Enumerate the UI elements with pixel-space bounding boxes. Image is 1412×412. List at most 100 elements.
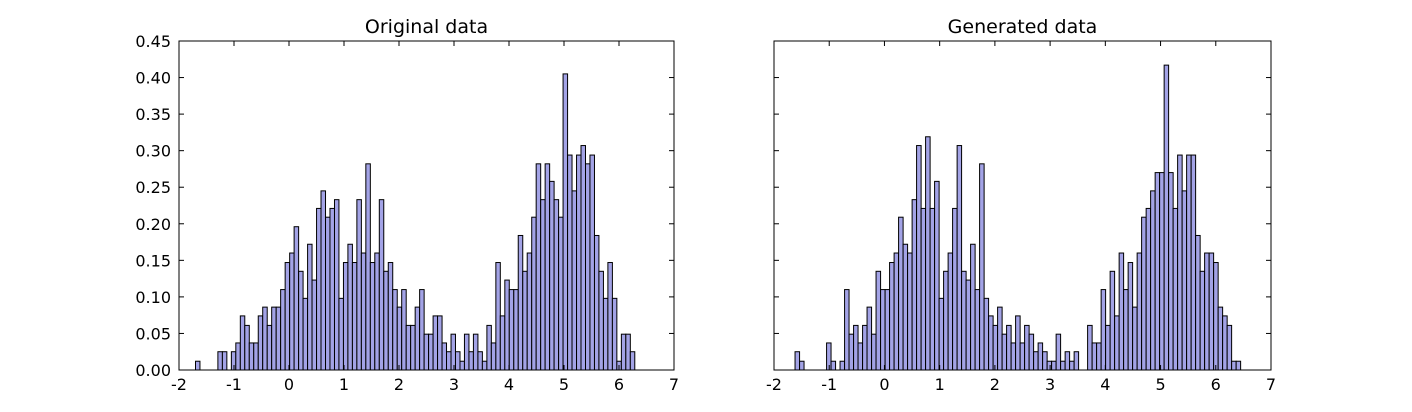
x-tick-label: -1 (821, 375, 837, 394)
bar (540, 199, 546, 371)
bar (866, 306, 873, 371)
bar (1060, 360, 1066, 371)
bar (369, 262, 376, 371)
bar (410, 324, 416, 371)
bar (974, 289, 981, 371)
bar (1001, 333, 1008, 371)
bar (1235, 360, 1242, 371)
bar (956, 145, 963, 371)
bar (1181, 190, 1188, 371)
bar (463, 333, 470, 371)
bar (602, 297, 609, 371)
bar (1231, 360, 1237, 371)
bar (257, 315, 264, 371)
bar (499, 315, 506, 371)
bar (1127, 262, 1134, 371)
bar (934, 180, 940, 371)
bar (853, 324, 859, 371)
bar (365, 163, 371, 371)
bar (920, 207, 927, 371)
bar (490, 342, 497, 371)
bar (1046, 360, 1053, 371)
x-tick-label: 3 (1045, 375, 1055, 394)
bar (468, 351, 474, 371)
bar (437, 315, 443, 371)
x-tick-label: 7 (669, 375, 679, 394)
bar (428, 333, 434, 371)
bar (553, 199, 560, 371)
bar (1208, 252, 1215, 371)
bar (325, 216, 331, 371)
axes-frame (178, 40, 675, 371)
bar (544, 163, 551, 371)
bar (347, 243, 353, 371)
bar (262, 306, 268, 371)
bar (988, 315, 994, 371)
bar (1033, 351, 1039, 371)
bar (992, 324, 999, 371)
axes-frame (773, 40, 1272, 371)
bar (284, 262, 291, 371)
bar (997, 306, 1003, 371)
bar (504, 279, 510, 371)
bar (1226, 324, 1233, 371)
bar (356, 199, 362, 371)
bar (902, 243, 909, 371)
bar (952, 207, 958, 371)
bar (893, 252, 900, 371)
bar (880, 289, 886, 371)
bar (1109, 270, 1116, 371)
y-tick-label: 0.30 (135, 142, 171, 161)
bar (799, 360, 805, 371)
bar (1186, 154, 1192, 371)
bar (884, 289, 891, 371)
y-tick-label: 0.40 (135, 69, 171, 88)
bar (239, 315, 246, 371)
bar (1154, 172, 1161, 371)
bar (871, 333, 877, 371)
bar (911, 199, 918, 371)
bar (965, 279, 972, 371)
bar (1217, 306, 1224, 371)
bar (1055, 333, 1062, 371)
bar (517, 234, 524, 371)
bar (1132, 306, 1138, 371)
bar (535, 163, 542, 371)
bar (607, 262, 613, 371)
bar (526, 252, 533, 371)
bar (1199, 270, 1206, 371)
bar (549, 180, 555, 371)
bar (329, 207, 335, 371)
x-tick-label: 0 (879, 375, 889, 394)
x-tick-label: 2 (394, 375, 404, 394)
bar (1037, 342, 1044, 371)
bar (1145, 207, 1152, 371)
bar (316, 207, 322, 371)
bar (1172, 207, 1179, 371)
y-tick-label: 0.35 (135, 105, 171, 124)
bar (1204, 252, 1210, 371)
bar (1114, 315, 1120, 371)
bar (419, 289, 425, 371)
bar (459, 360, 465, 371)
bar (472, 333, 479, 371)
y-tick-label: 0.20 (135, 215, 171, 234)
bar (342, 262, 349, 371)
x-tick-label: 4 (504, 375, 514, 394)
bar (446, 351, 452, 371)
bar (593, 234, 600, 371)
bar (374, 252, 380, 371)
bar (567, 154, 573, 371)
x-tick-label: -2 (171, 375, 187, 394)
x-tick-label: 5 (1155, 375, 1165, 394)
bar (531, 216, 537, 371)
bar (280, 289, 286, 371)
bar (830, 360, 837, 371)
bar (844, 289, 850, 371)
bar (629, 351, 636, 371)
bar (454, 351, 461, 371)
bar (794, 351, 801, 371)
bar (1213, 262, 1219, 371)
y-tick-label: 0.05 (135, 324, 171, 343)
bar (248, 342, 255, 371)
